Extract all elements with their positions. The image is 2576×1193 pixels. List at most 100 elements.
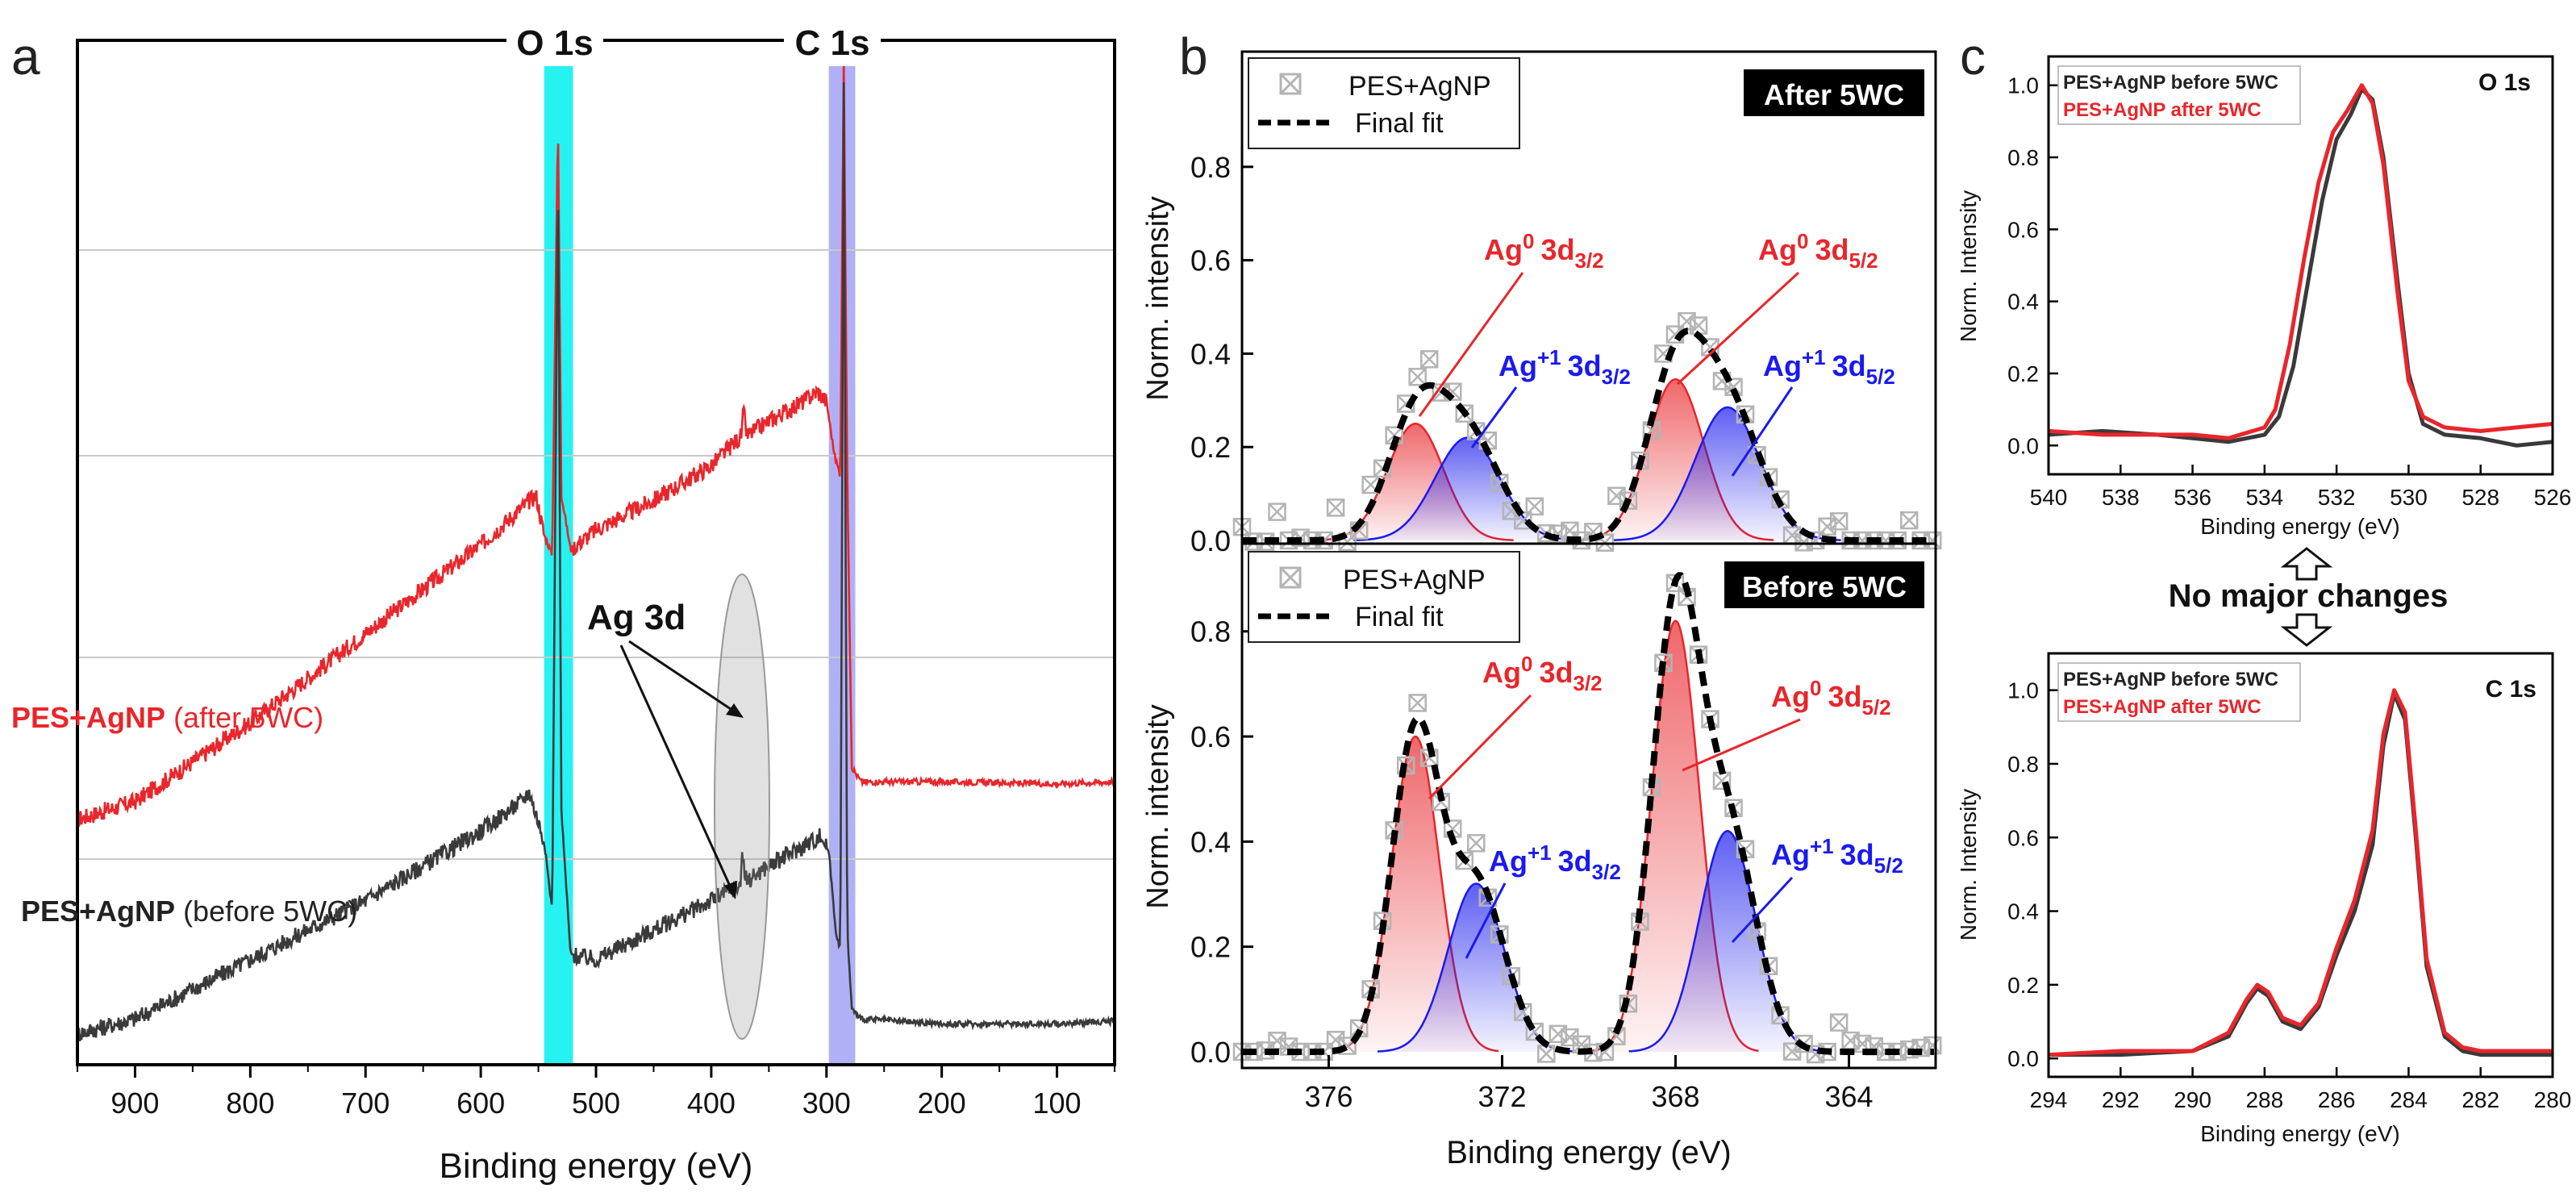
before-ag0-3d52-core: 3d (1828, 680, 1861, 713)
data-marker (1467, 834, 1486, 853)
data-marker-x (1607, 486, 1626, 505)
c-y-tick-label: 0.4 (2007, 899, 2039, 924)
before-ag1-3d52-arrow (1731, 876, 1794, 944)
a-x-tick-label: 900 (110, 1087, 159, 1120)
after-ag0-3d32-label: Ag0 3d3/2 (1484, 229, 1604, 273)
data-marker-x (1268, 1032, 1286, 1050)
component-fill-after-1 (1353, 437, 1582, 540)
c-c1s-line-after (2048, 688, 2553, 1057)
b-top-legend-marker-box (1279, 73, 1302, 95)
after-ag0-3d32-core: 3d (1540, 233, 1574, 266)
ag3d-label: Ag 3d (587, 598, 686, 637)
c-bottom-legend-before: PES+AgNP before 5WC (2063, 669, 2278, 690)
c-y-tick-label: 0.2 (2007, 973, 2039, 998)
b-bottom-legend-marker (1279, 566, 1302, 589)
b-x-tick-label: 376 (1304, 1080, 1353, 1113)
c-c1s-plot (2048, 688, 2553, 1057)
c-x-tick-label: 294 (2030, 1087, 2068, 1112)
data-marker-x (1385, 426, 1403, 444)
b-y-tick-label: 0.6 (1190, 244, 1231, 277)
data-marker-x (1572, 532, 1590, 549)
component-fill-before-1 (1378, 883, 1575, 1052)
component-fill-before-0 (1332, 736, 1499, 1052)
c-top-legend-box (2057, 65, 2301, 125)
a-x-tick-label: 400 (687, 1087, 736, 1120)
c-y-tick-label: 1.0 (2007, 73, 2039, 98)
ag3d-arrow-top (628, 640, 739, 715)
c-x-tick-label: 540 (2030, 485, 2068, 510)
c-o1s-line-before (2048, 86, 2553, 448)
data-marker-x (1830, 512, 1849, 531)
b-top-legend: PES+AgNP Final fit (1248, 57, 1520, 149)
before-5wc-tag: Before 5WC (1742, 570, 1907, 603)
c-x-tick-label: 528 (2461, 485, 2499, 510)
b-after-component-labels: Ag0 3d3/2 Ag+1 3d3/2 Ag0 3d5/2 Ag+1 3d5/2 (1418, 229, 1895, 477)
before-ag0-3d52-label: Ag0 3d5/2 (1771, 676, 1891, 720)
before-ag1-3d32-label: Ag+1 3d3/2 (1489, 841, 1621, 884)
before-ag0-3d32-arrow (1428, 694, 1532, 800)
b-top-legend-fit: Final fit (1355, 108, 1444, 139)
after-ag1-3d32-arrow (1470, 386, 1518, 448)
series-label-before: PES+AgNP (before 5WC) (21, 895, 357, 928)
ag3d-arrowhead-top (726, 703, 744, 718)
after-ag1-3d52-arrow (1731, 386, 1794, 477)
data-marker (1268, 503, 1286, 521)
before-ag0-3d32-sup: 0 (1521, 652, 1532, 676)
data-marker-x (1830, 1013, 1849, 1032)
data-marker (1396, 756, 1415, 775)
a-x-tick-label: 500 (572, 1087, 620, 1120)
data-marker (1619, 995, 1638, 1013)
before-ag1-3d52-core: 3d (1840, 838, 1874, 871)
o1s-label: O 1s (516, 23, 593, 63)
before-ag0-3d32-sub: 3/2 (1573, 671, 1602, 695)
c-x-tick-label: 288 (2245, 1087, 2283, 1112)
data-marker-x (1327, 1031, 1344, 1049)
c-bottom-legend-box (2057, 662, 2301, 722)
a-x-axis-label: Binding energy (eV) (440, 1146, 753, 1186)
data-marker-x (1900, 511, 1919, 529)
panel-b: 0.0 0.2 0.4 0.6 0.8 0.0 0.2 0.4 0.6 0.8 376 372 368 3… (1141, 50, 1942, 1170)
component-curve-before-3 (1628, 830, 1826, 1053)
data-marker-x (1350, 1019, 1369, 1037)
data-marker-x (1783, 526, 1801, 544)
b-y-tick-label: 0.2 (1190, 431, 1231, 464)
no-major-changes-label: No major changes (2169, 578, 2449, 614)
data-marker-x (1525, 497, 1544, 515)
data-marker-x (1350, 521, 1369, 540)
c-x-tick-label: 292 (2102, 1087, 2140, 1112)
data-marker-x (1327, 498, 1344, 517)
c-x-tick-label: 534 (2245, 485, 2283, 510)
c-y-tick-label: 0.6 (2007, 217, 2039, 242)
c-o1s-line-after (2048, 83, 2553, 440)
panel-a: 900 800 700 600 500 400 300 200 100 Binding ener… (11, 16, 1116, 1186)
b-y-tick-label: 0.2 (1190, 931, 1231, 964)
data-marker (1818, 517, 1836, 536)
data-marker (1829, 1013, 1849, 1032)
data-marker (1759, 957, 1778, 975)
after-ag0-3d32-sup: 0 (1523, 229, 1534, 253)
before-ag1-3d52-label: Ag+1 3d5/2 (1771, 834, 1903, 878)
after-ag0-3d52-arrow (1676, 271, 1800, 386)
b-x-axis-label: Binding energy (eV) (1446, 1135, 1732, 1170)
series-label-after: PES+AgNP (after 5WC) (11, 701, 323, 734)
a-x-tick-label: 300 (802, 1087, 851, 1120)
after-ag0-3d32-base: Ag (1484, 233, 1523, 266)
before-ag1-3d32-base: Ag (1489, 845, 1528, 878)
data-marker (1619, 491, 1638, 510)
b-y-tick-label: 0.0 (1190, 524, 1231, 557)
data-marker-x (1408, 694, 1427, 712)
component-fill-after-0 (1316, 423, 1515, 540)
c-y-tick-label: 0.0 (2007, 433, 2039, 458)
b-bottom-legend-marker-box (1279, 566, 1302, 589)
final-fit-after (1242, 327, 1934, 544)
c-top-frame (2047, 55, 2554, 476)
data-marker (1771, 490, 1790, 509)
data-marker (1537, 524, 1556, 543)
after-ag0-3d52-label: Ag0 3d5/2 (1758, 229, 1878, 273)
c-bottom-legend: PES+AgNP before 5WC PES+AgNP after 5WC (2057, 662, 2301, 722)
data-marker-x (1690, 316, 1707, 335)
panel-letter-b: b (1179, 27, 1208, 86)
c-y-tick-label: 0.2 (2007, 361, 2039, 386)
before-ag1-3d52-base: Ag (1771, 838, 1810, 871)
